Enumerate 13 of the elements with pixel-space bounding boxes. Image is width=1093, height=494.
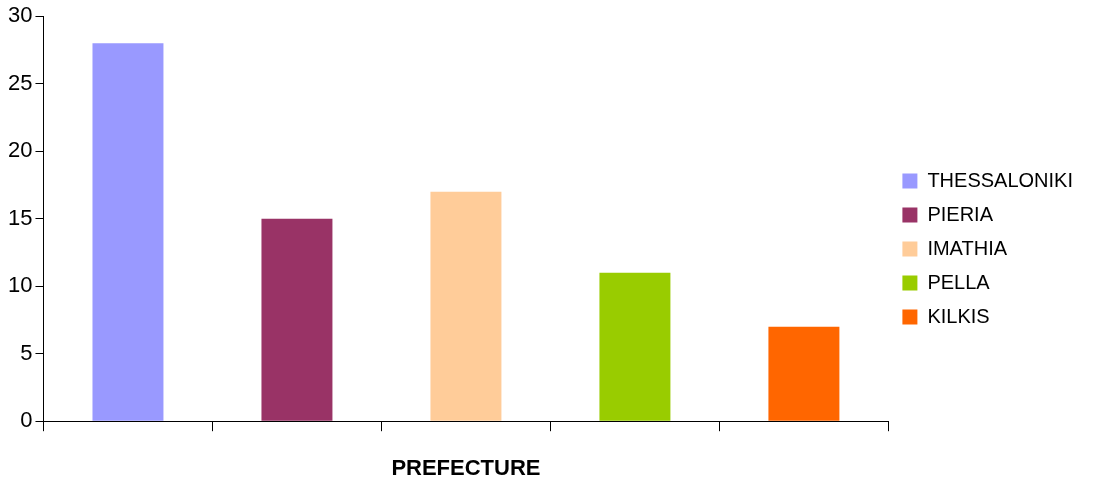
- legend-label: PIERIA: [927, 202, 994, 225]
- legend-label: PELLA: [927, 270, 991, 293]
- y-tick-label: 10: [7, 272, 33, 298]
- legend-label: KILKIS: [927, 304, 990, 327]
- y-tick-label: 25: [7, 69, 33, 95]
- legend-label: IMATHIA: [927, 236, 1008, 259]
- y-tick-label: 20: [7, 137, 33, 163]
- x-axis-title: PREFECTURE: [391, 454, 541, 480]
- y-tick-label: 15: [7, 204, 33, 230]
- y-tick-label: 0: [20, 407, 33, 433]
- legend-label: THESSALONIKI: [927, 168, 1074, 191]
- y-tick-label: 5: [20, 339, 33, 365]
- y-tick-label: 30: [7, 2, 33, 28]
